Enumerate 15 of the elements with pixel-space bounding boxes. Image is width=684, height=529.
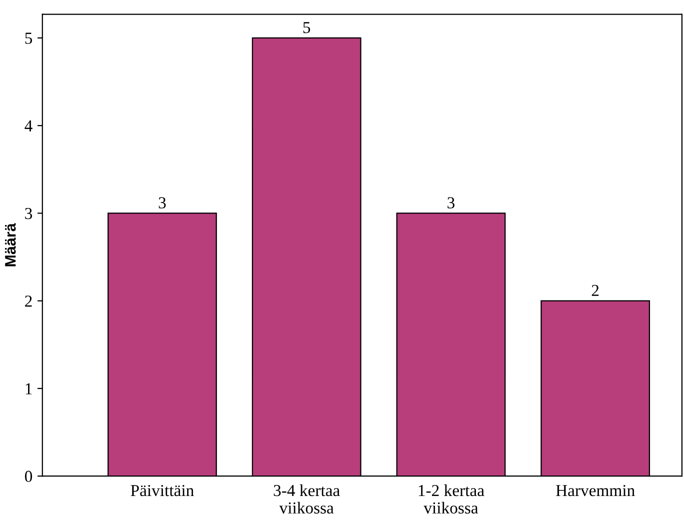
y-tick-label: 5 [25,32,32,44]
data-label: 3 [448,197,454,208]
data-label: 5 [303,22,310,34]
y-tick-label: 4 [24,120,32,132]
x-tick-label: 1-2 kertaa viikossa [418,484,484,514]
y-tick-label: 3 [25,208,32,220]
y-axis-title: Määrä [5,223,16,266]
x-tick-label: Harvemmin [556,484,635,496]
data-label: 2 [592,284,599,296]
data-label: 3 [158,197,166,208]
y-tick-label: 0 [24,470,32,482]
y-tick-label: 2 [25,296,32,307]
x-tick-label: 3-4 kertaa viikossa [274,484,340,514]
x-tick-label: Päivittäin [130,484,194,496]
y-tick-label: 1 [26,383,32,394]
